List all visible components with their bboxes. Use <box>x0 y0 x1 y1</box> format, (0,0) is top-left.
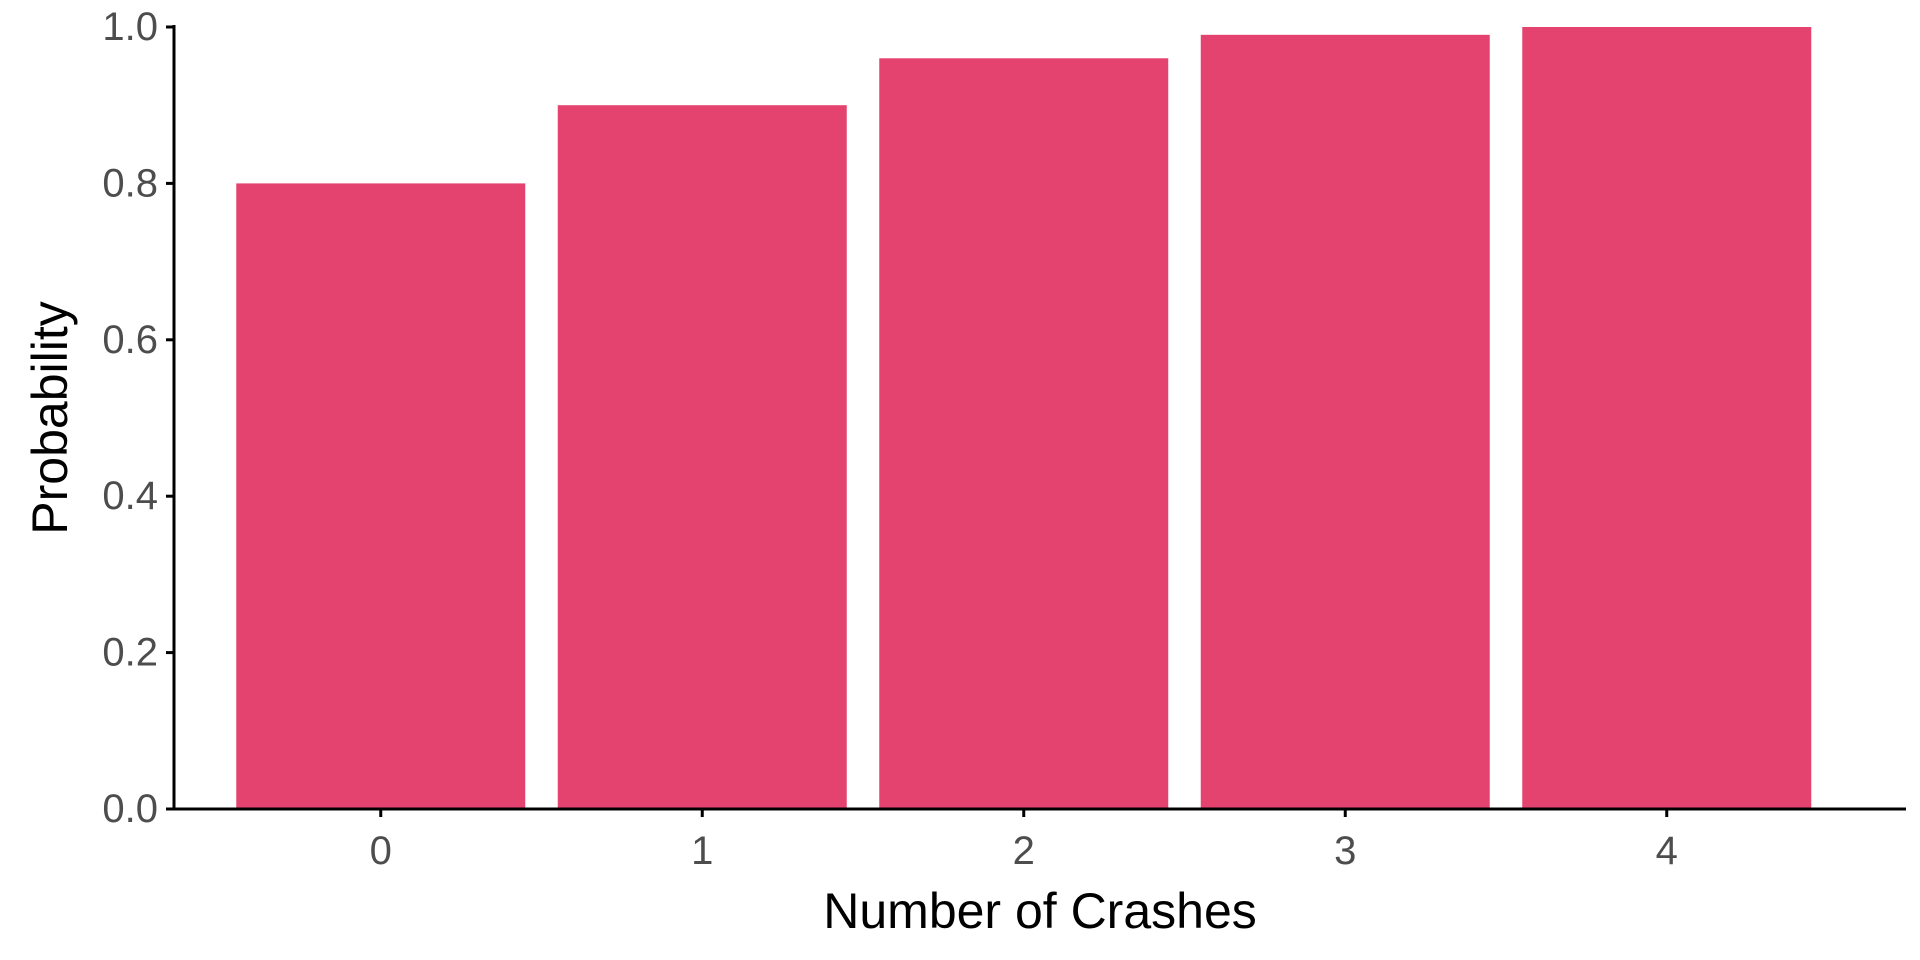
x-tick-label-0: 0 <box>370 829 392 873</box>
y-tick-label-0.4: 0.4 <box>102 474 158 518</box>
y-tick-label-0.6: 0.6 <box>102 318 158 362</box>
bars-layer <box>236 27 1812 809</box>
bar-1 <box>557 105 847 809</box>
bar-2 <box>879 58 1169 809</box>
bar-3 <box>1200 34 1490 809</box>
y-tick-label-1.0: 1.0 <box>102 5 158 49</box>
x-tick-label-1: 1 <box>691 829 713 873</box>
y-tick-label-0.2: 0.2 <box>102 631 158 675</box>
bar-4 <box>1522 27 1812 809</box>
x-axis-title: Number of Crashes <box>823 883 1257 939</box>
y-tick-label-0.0: 0.0 <box>102 787 158 831</box>
x-axis: 0 1 2 3 4 <box>172 807 1906 873</box>
y-axis: 0.0 0.2 0.4 0.6 0.8 1.0 <box>102 5 176 831</box>
y-axis-title: Probability <box>22 301 78 534</box>
bar-0 <box>236 183 526 809</box>
x-tick-label-2: 2 <box>1013 829 1035 873</box>
x-tick-label-4: 4 <box>1656 829 1678 873</box>
y-tick-label-0.8: 0.8 <box>102 161 158 205</box>
x-tick-label-3: 3 <box>1334 829 1356 873</box>
